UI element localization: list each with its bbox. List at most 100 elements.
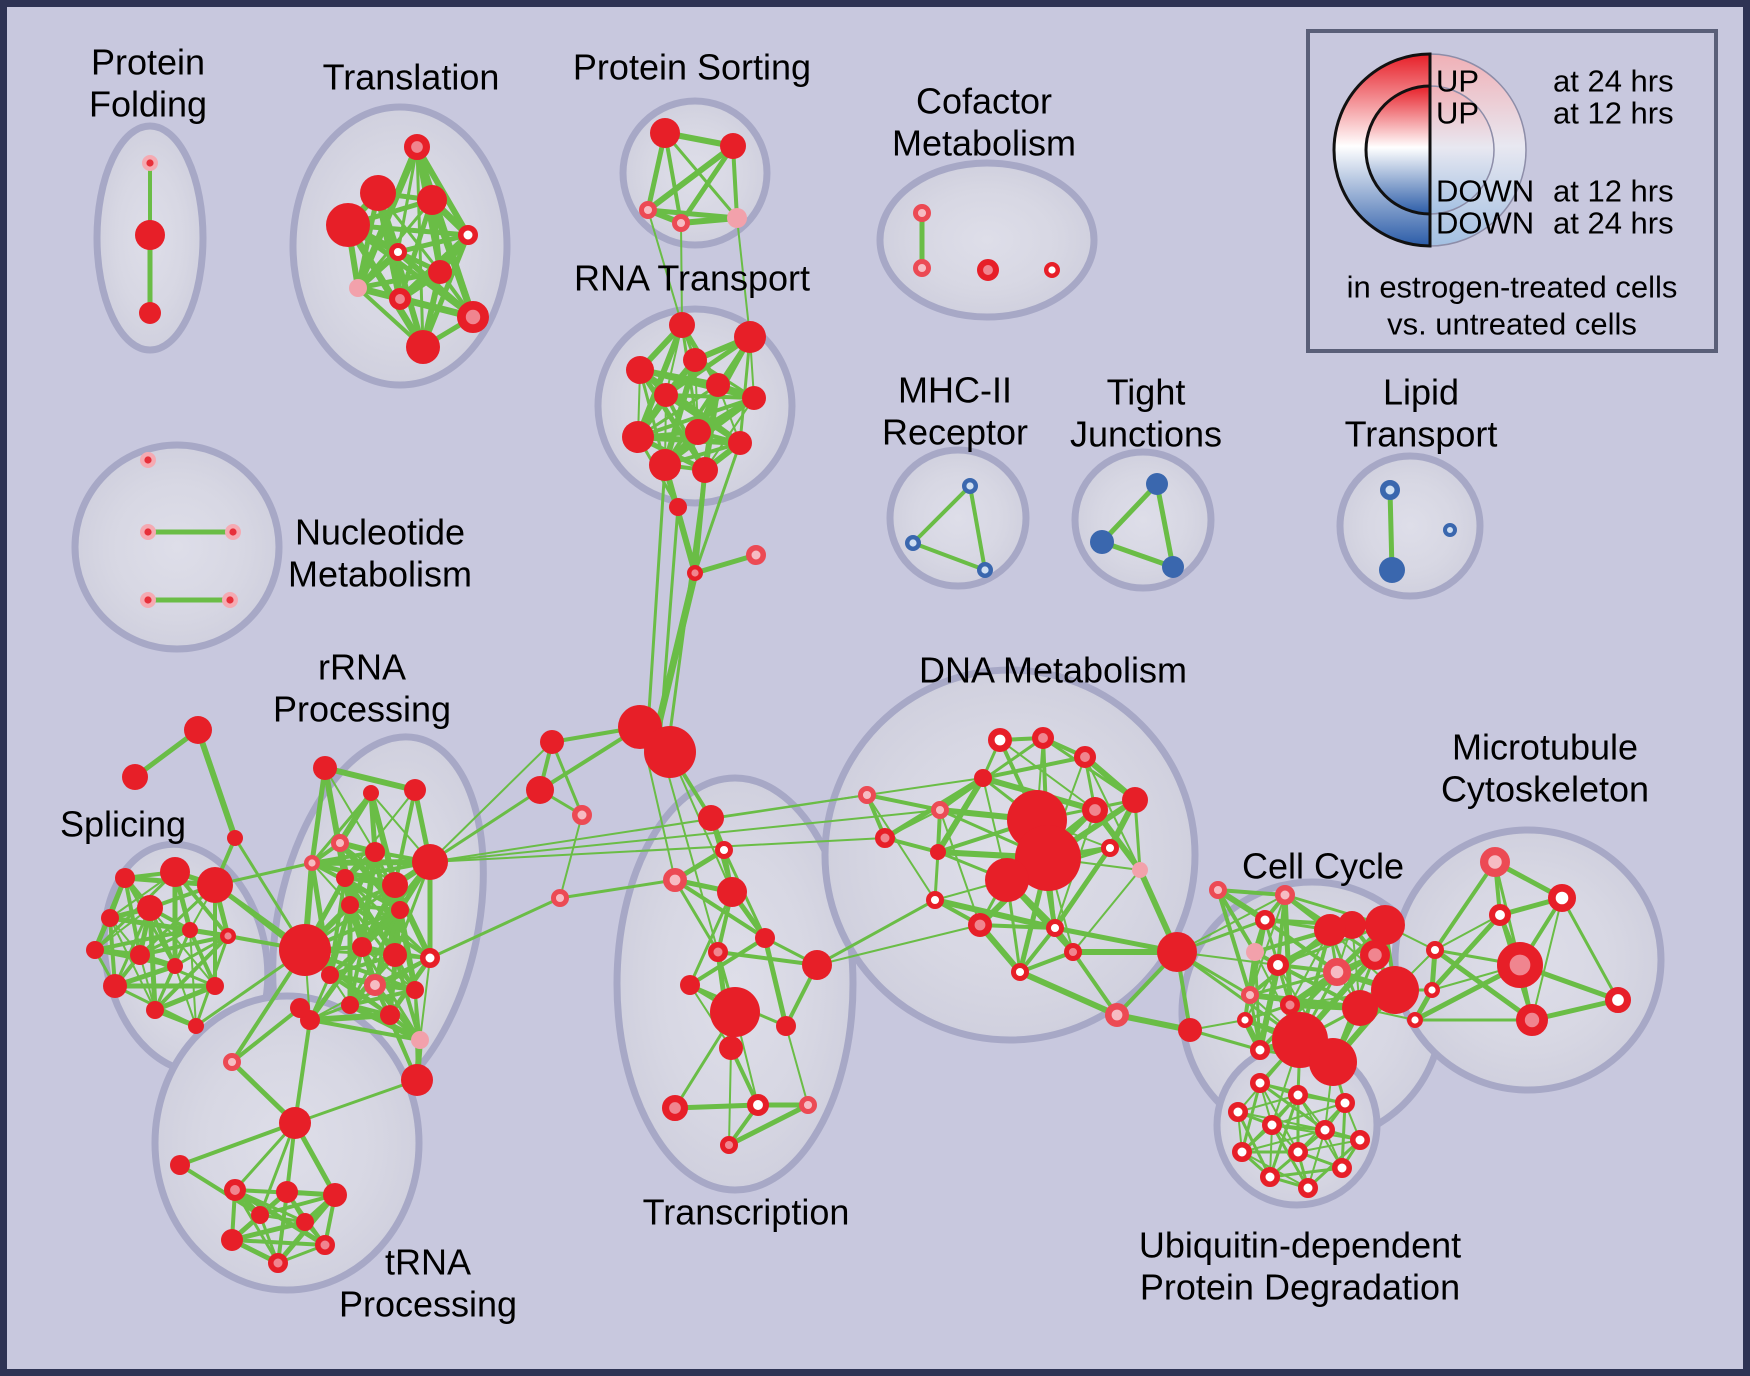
edge	[1216, 888, 1287, 897]
gene-node-W	[714, 840, 733, 859]
edge	[355, 269, 443, 291]
gene-node-R	[720, 133, 746, 159]
gene-node-D	[139, 452, 156, 469]
gene-node-W	[1406, 1012, 1423, 1029]
gene-node-W	[1100, 838, 1119, 857]
edge	[558, 878, 677, 900]
edge	[647, 209, 683, 326]
gene-node-R	[404, 779, 426, 801]
gene-node-R	[1314, 914, 1346, 946]
edge	[428, 896, 562, 960]
edge	[738, 335, 752, 445]
gene-node-Rp	[1032, 727, 1055, 750]
cluster-label-microtubule-cytoskeleton: Cytoskeleton	[1441, 769, 1649, 810]
gene-node-Rp	[1360, 940, 1390, 970]
gene-node-R	[380, 1005, 400, 1025]
gene-node-R	[139, 302, 161, 324]
gene-node-R	[341, 996, 359, 1014]
gene-node-R	[276, 1181, 298, 1203]
gene-node-R	[692, 457, 718, 483]
gene-node-R	[122, 764, 148, 790]
gene-node-R	[1157, 932, 1197, 972]
edge	[1237, 1094, 1299, 1113]
edge	[866, 777, 984, 796]
gene-node-R	[428, 260, 452, 284]
gene-node-R	[130, 945, 150, 965]
gene-node-Rp	[1496, 942, 1543, 989]
gene-node-K	[304, 855, 321, 872]
edge	[981, 755, 1087, 780]
gene-node-R	[182, 922, 198, 938]
gene-node-K	[912, 204, 931, 223]
gene-node-R	[654, 383, 678, 407]
edge	[429, 809, 941, 863]
gene-node-Rp	[223, 1179, 246, 1202]
gene-node-R	[412, 844, 448, 880]
edge	[911, 541, 987, 572]
edge	[664, 393, 756, 400]
cluster-label-rrna-processing: rRNA	[318, 647, 406, 688]
cluster-label-protein-folding: Folding	[89, 84, 207, 125]
edge	[1248, 928, 1332, 997]
gene-node-K	[671, 214, 690, 233]
cluster-label-mhc2-receptor: Receptor	[882, 412, 1028, 453]
gene-node-W	[1350, 1130, 1370, 1150]
gene-node-R	[1015, 825, 1081, 891]
gene-node-K	[638, 201, 657, 220]
edge	[884, 809, 941, 839]
edge	[968, 484, 987, 572]
edge	[324, 767, 376, 853]
gene-node-R	[540, 730, 564, 754]
edge	[230, 1238, 327, 1247]
gene-node-W	[1043, 262, 1060, 279]
gene-node-R	[341, 896, 359, 914]
edge	[1263, 918, 1339, 974]
edge	[815, 898, 937, 967]
edge	[322, 765, 418, 793]
gene-node-R	[644, 726, 696, 778]
gene-node-R	[683, 348, 707, 372]
gene-node-Rp	[1063, 942, 1082, 961]
edge	[178, 1163, 262, 1217]
gene-node-R	[755, 928, 775, 948]
gene-node-W	[747, 1094, 770, 1117]
gene-node-W	[1255, 910, 1275, 930]
gene-node-W	[1267, 954, 1290, 977]
cluster-label-protein-folding: Protein	[91, 42, 205, 83]
edge	[672, 1102, 761, 1111]
gene-node-W	[1010, 962, 1029, 981]
legend: UP at 24 hrs UP at 12 hrs DOWN at 12 hrs DOWN a…	[1306, 29, 1718, 353]
gene-node-R	[221, 1229, 243, 1251]
edge	[1052, 845, 1113, 931]
gene-node-K	[662, 867, 687, 892]
edge	[173, 934, 230, 968]
gene-node-R	[685, 419, 711, 445]
edge	[866, 794, 936, 901]
gene-node-W	[1315, 1120, 1335, 1140]
gene-node-Bw	[977, 562, 994, 579]
gene-node-K	[1480, 847, 1510, 877]
edge	[1018, 950, 1075, 974]
edge	[1432, 947, 1535, 1023]
gene-node-W	[1288, 1085, 1308, 1105]
gene-node-R	[710, 987, 760, 1037]
gene-node-W	[1335, 1093, 1355, 1113]
gene-node-Rp	[219, 928, 236, 945]
nodes-layer	[86, 118, 1631, 1273]
gene-node-D	[141, 154, 158, 171]
cluster-label-lipid-transport: Lipid	[1383, 372, 1459, 413]
edge	[429, 741, 553, 863]
edge	[1114, 1012, 1193, 1033]
gene-node-W	[1489, 904, 1512, 927]
gene-node-R	[184, 716, 212, 744]
gene-node-Rp	[967, 912, 992, 937]
edge	[1052, 925, 1180, 955]
gene-node-R	[137, 895, 163, 921]
edge	[308, 1018, 422, 1042]
legend-time-label: at 24 hrs	[1553, 64, 1674, 99]
edge	[419, 957, 431, 1041]
gene-node-R	[336, 869, 354, 887]
gene-node-Rp	[404, 133, 431, 160]
edge	[348, 903, 417, 992]
